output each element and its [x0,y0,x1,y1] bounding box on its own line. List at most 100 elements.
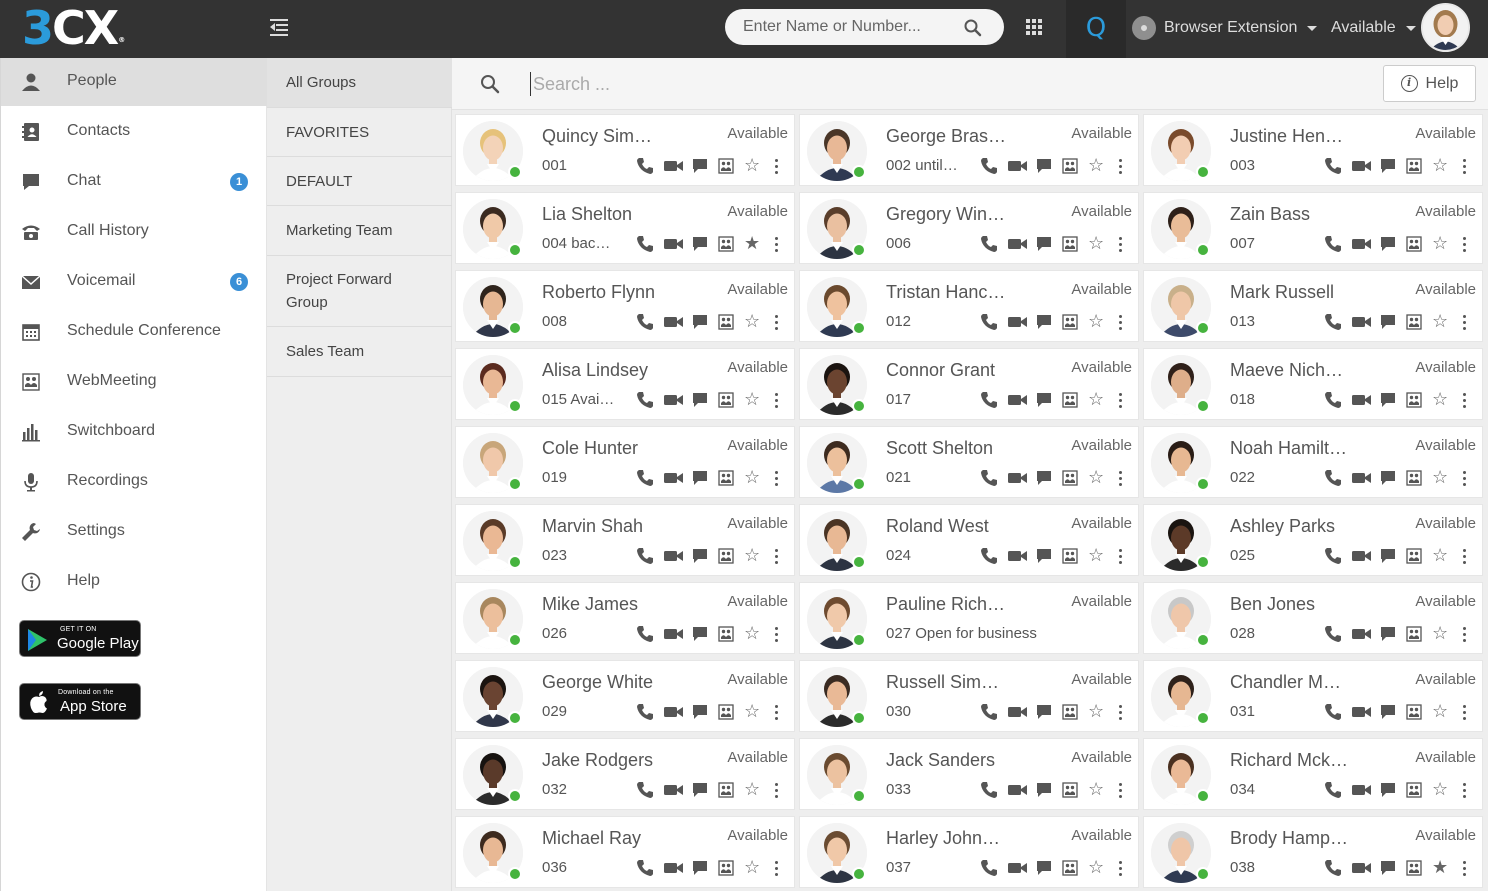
call-icon[interactable] [636,859,654,877]
call-icon[interactable] [1324,547,1342,565]
more-options-icon[interactable] [1460,313,1470,331]
favorite-star-icon[interactable]: ☆ [1432,233,1449,253]
chat-icon[interactable] [1036,391,1052,409]
contact-card[interactable]: Alisa Lindsey Available 015 Avai… ☆ [455,348,795,420]
video-call-icon[interactable] [663,391,684,409]
contact-card[interactable]: Quincy Sim… Available 001 ☆ [455,114,795,186]
favorite-star-icon[interactable]: ☆ [1432,467,1449,487]
video-call-icon[interactable] [1007,469,1028,487]
webmeeting-icon[interactable] [1406,157,1422,175]
webmeeting-icon[interactable] [718,157,734,175]
contact-card[interactable]: Roland West Available 024 ☆ [799,504,1139,576]
search-icon[interactable] [480,74,500,94]
more-options-icon[interactable] [1460,703,1470,721]
people-search-input[interactable] [530,72,1310,96]
contact-card[interactable]: Gregory Win… Available 006 ☆ [799,192,1139,264]
favorite-star-icon[interactable]: ★ [744,233,761,253]
call-icon[interactable] [636,703,654,721]
group-marketing-team[interactable]: Marketing Team [267,206,452,256]
chat-icon[interactable] [692,313,708,331]
app-store-button[interactable]: Download on the App Store [19,683,141,720]
favorite-star-icon[interactable]: ☆ [744,701,761,721]
more-options-icon[interactable] [1116,157,1126,175]
webmeeting-icon[interactable] [718,391,734,409]
video-call-icon[interactable] [1351,547,1372,565]
chat-icon[interactable] [1380,235,1396,253]
contact-card[interactable]: Scott Shelton Available 021 ☆ [799,426,1139,498]
call-icon[interactable] [1324,859,1342,877]
user-avatar[interactable] [1421,3,1470,52]
more-options-icon[interactable] [1116,703,1126,721]
chat-icon[interactable] [692,781,708,799]
call-icon[interactable] [980,469,998,487]
video-call-icon[interactable] [1007,235,1028,253]
contact-card[interactable]: Mark Russell Available 013 ☆ [1143,270,1483,342]
apps-grid-icon[interactable] [1026,19,1044,35]
help-button[interactable]: i Help [1383,65,1476,102]
more-options-icon[interactable] [772,547,782,565]
presence-status-dropdown[interactable]: Available [1331,16,1416,40]
more-options-icon[interactable] [1460,781,1470,799]
call-icon[interactable] [636,781,654,799]
chat-icon[interactable] [1380,859,1396,877]
favorite-star-icon[interactable]: ☆ [744,857,761,877]
contact-card[interactable]: Cole Hunter Available 019 ☆ [455,426,795,498]
more-options-icon[interactable] [772,391,782,409]
chat-icon[interactable] [1380,313,1396,331]
favorite-star-icon[interactable]: ☆ [744,779,761,799]
chat-icon[interactable] [1036,235,1052,253]
contact-card[interactable]: Jack Sanders Available 033 ☆ [799,738,1139,810]
chat-icon[interactable] [692,547,708,565]
call-icon[interactable] [1324,625,1342,643]
group-sales-team[interactable]: Sales Team [267,327,452,377]
webmeeting-icon[interactable] [718,313,734,331]
more-options-icon[interactable] [1116,313,1126,331]
chat-icon[interactable] [1036,313,1052,331]
more-options-icon[interactable] [1460,859,1470,877]
favorite-star-icon[interactable]: ☆ [1432,311,1449,331]
more-options-icon[interactable] [772,235,782,253]
video-call-icon[interactable] [1351,235,1372,253]
group-default[interactable]: DEFAULT [267,157,452,206]
search-icon[interactable] [964,19,982,37]
video-call-icon[interactable] [1351,469,1372,487]
favorite-star-icon[interactable]: ☆ [1432,155,1449,175]
webmeeting-icon[interactable] [1062,781,1078,799]
chat-icon[interactable] [1380,469,1396,487]
favorite-star-icon[interactable]: ☆ [1088,467,1105,487]
sidebar-item-webmeeting[interactable]: WebMeeting [1,358,267,406]
video-call-icon[interactable] [663,625,684,643]
video-call-icon[interactable] [1351,781,1372,799]
webmeeting-icon[interactable] [1406,391,1422,409]
video-call-icon[interactable] [1351,859,1372,877]
video-call-icon[interactable] [1007,313,1028,331]
favorite-star-icon[interactable]: ☆ [1088,389,1105,409]
contact-card[interactable]: Michael Ray Available 036 ☆ [455,816,795,888]
more-options-icon[interactable] [1116,469,1126,487]
call-icon[interactable] [980,313,998,331]
chat-icon[interactable] [1036,781,1052,799]
contact-card[interactable]: Marvin Shah Available 023 ☆ [455,504,795,576]
favorite-star-icon[interactable]: ☆ [1088,311,1105,331]
webmeeting-icon[interactable] [1406,703,1422,721]
sidebar-item-switchboard[interactable]: Switchboard [1,408,267,456]
call-icon[interactable] [636,469,654,487]
favorite-star-icon[interactable]: ☆ [1432,389,1449,409]
more-options-icon[interactable] [1460,157,1470,175]
chat-icon[interactable] [692,235,708,253]
chat-icon[interactable] [692,859,708,877]
webmeeting-icon[interactable] [718,469,734,487]
favorite-star-icon[interactable]: ☆ [744,623,761,643]
more-options-icon[interactable] [772,313,782,331]
favorite-star-icon[interactable]: ☆ [1432,545,1449,565]
chat-icon[interactable] [1036,157,1052,175]
call-icon[interactable] [1324,157,1342,175]
video-call-icon[interactable] [1351,703,1372,721]
chat-icon[interactable] [1036,859,1052,877]
more-options-icon[interactable] [1460,235,1470,253]
favorite-star-icon[interactable]: ☆ [744,389,761,409]
favorite-star-icon[interactable]: ☆ [1088,545,1105,565]
webmeeting-icon[interactable] [718,235,734,253]
favorite-star-icon[interactable]: ☆ [744,311,761,331]
call-icon[interactable] [980,157,998,175]
